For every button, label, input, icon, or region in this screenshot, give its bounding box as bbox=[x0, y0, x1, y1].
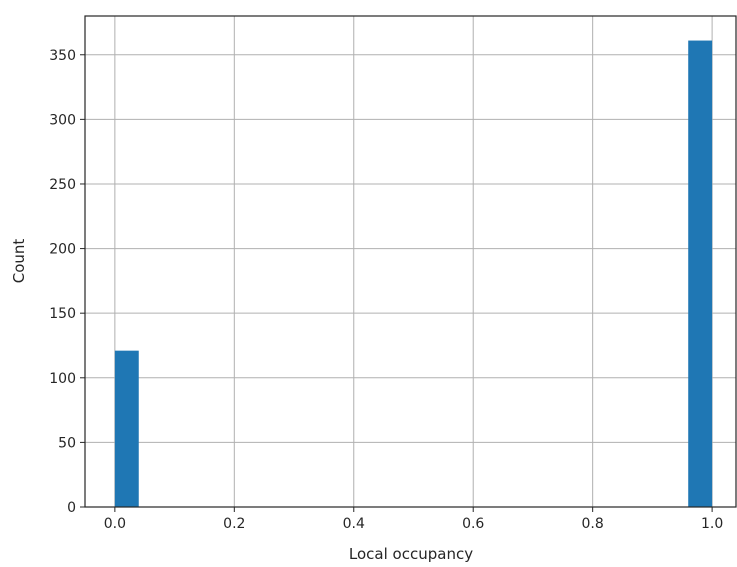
y-tick-label: 100 bbox=[49, 371, 76, 387]
x-tick-label: 0.6 bbox=[462, 516, 484, 532]
plot-frame bbox=[84, 15, 737, 508]
y-tick-label: 50 bbox=[58, 435, 76, 451]
y-tick-label: 200 bbox=[49, 242, 76, 258]
grid-lines bbox=[85, 16, 736, 508]
x-axis-label: Local occupancy bbox=[349, 545, 473, 563]
x-tick-label: 0.4 bbox=[343, 516, 365, 532]
y-tick-label: 300 bbox=[49, 112, 76, 128]
y-axis-ticks: 0 50 100 150 200 250 300 350 bbox=[49, 48, 85, 516]
y-tick-label: 350 bbox=[49, 48, 76, 64]
bars-layer bbox=[114, 40, 713, 508]
x-axis-ticks: 0.0 0.2 0.4 0.6 0.8 1.0 bbox=[104, 507, 723, 532]
x-tick-label: 1.0 bbox=[701, 516, 723, 532]
histogram-bar bbox=[114, 350, 139, 507]
y-tick-label: 0 bbox=[67, 500, 76, 516]
x-tick-label: 0.8 bbox=[582, 516, 604, 532]
histogram-bar bbox=[688, 40, 713, 508]
x-tick-label: 0.2 bbox=[223, 516, 245, 532]
y-axis-label: Count bbox=[10, 239, 28, 284]
x-tick-label: 0.0 bbox=[104, 516, 126, 532]
y-tick-label: 150 bbox=[49, 306, 76, 322]
y-tick-label: 250 bbox=[49, 177, 76, 193]
